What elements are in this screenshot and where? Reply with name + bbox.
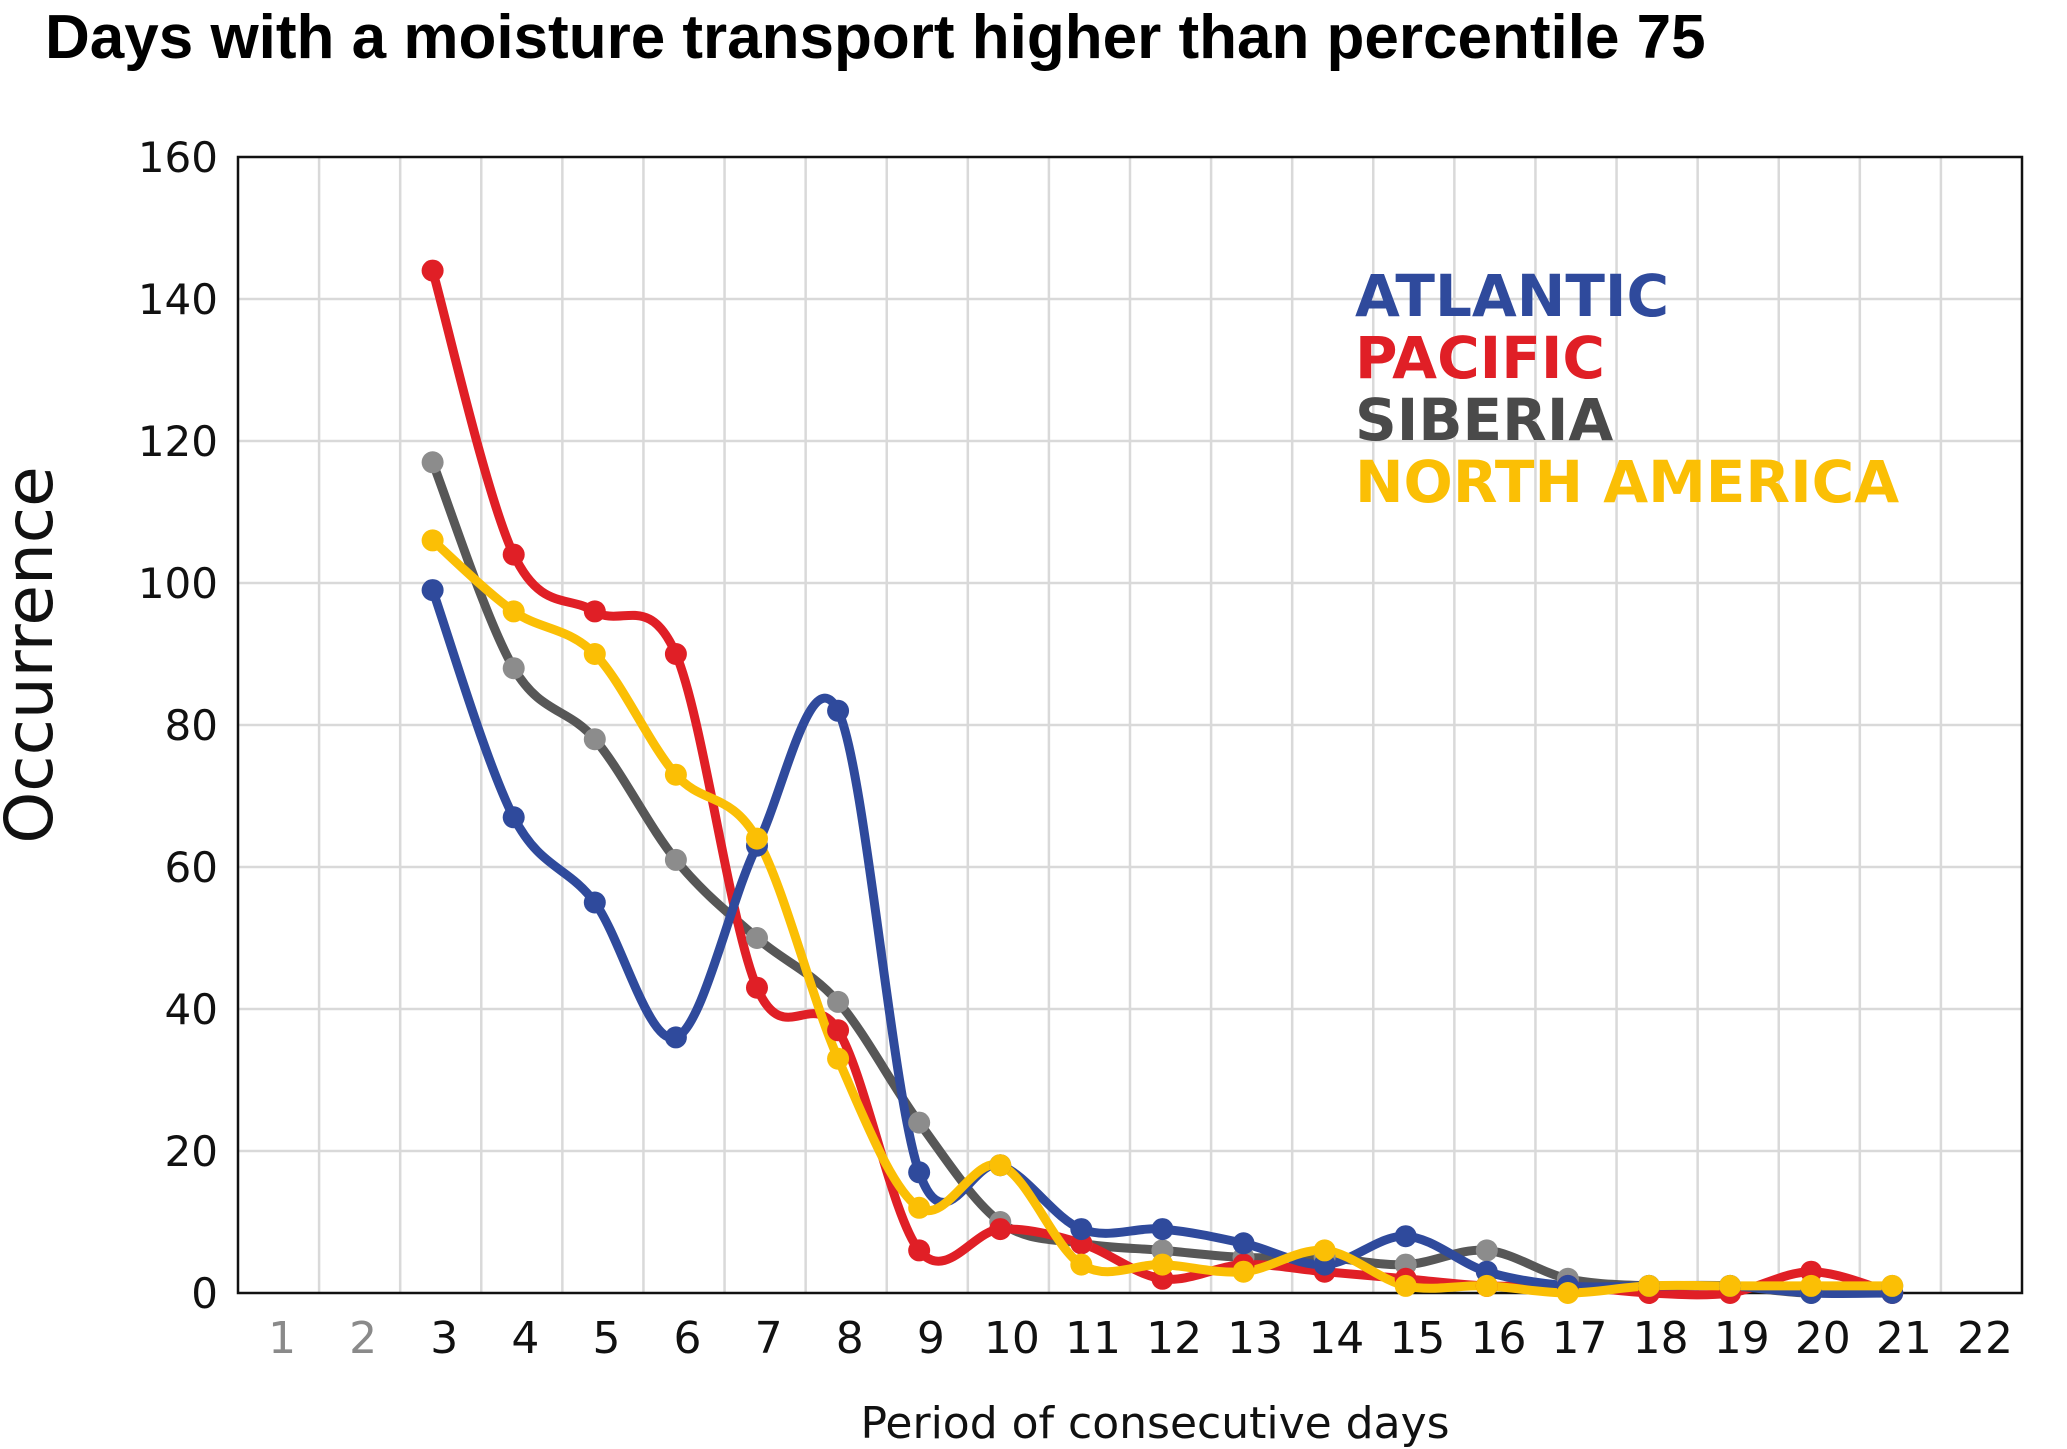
- y-tick-label: 140: [138, 275, 218, 324]
- x-tick-label: 5: [592, 1313, 620, 1364]
- y-tick-label: 20: [165, 1127, 218, 1176]
- point-north-america: [664, 763, 687, 786]
- x-tick-label: 1: [268, 1313, 296, 1364]
- point-siberia: [1475, 1239, 1498, 1262]
- point-atlantic: [664, 1026, 687, 1049]
- x-tick-label: 15: [1389, 1313, 1445, 1364]
- point-atlantic: [583, 891, 606, 914]
- point-north-america: [745, 827, 768, 850]
- point-siberia: [421, 451, 444, 474]
- point-siberia: [664, 848, 687, 871]
- x-tick-label: 4: [511, 1313, 539, 1364]
- point-pacific: [502, 543, 525, 566]
- point-atlantic: [502, 806, 525, 829]
- x-axis-ticks: 1 2 3 4 5 6 7 8 9 10 11 12 13 14 15 16 17 18 19 20 21 22: [268, 1313, 2013, 1364]
- x-tick-label: 6: [674, 1313, 702, 1364]
- y-tick-label: 0: [191, 1269, 218, 1318]
- point-atlantic: [827, 699, 850, 722]
- y-axis-ticks: 0 20 40 60 80 100 120 140 160: [138, 133, 218, 1318]
- point-siberia: [827, 990, 850, 1013]
- point-north-america: [1313, 1239, 1336, 1262]
- x-tick-label: 22: [1957, 1313, 2013, 1364]
- x-tick-label: 14: [1308, 1313, 1364, 1364]
- point-atlantic: [1232, 1232, 1255, 1255]
- x-axis-label: Period of consecutive days: [860, 1398, 1449, 1449]
- point-north-america: [908, 1196, 931, 1219]
- x-tick-label: 18: [1633, 1313, 1689, 1364]
- series: [421, 259, 1904, 1304]
- plot-frame: [236, 155, 2024, 1295]
- y-tick-label: 60: [165, 843, 218, 892]
- x-tick-label: 19: [1714, 1313, 1770, 1364]
- x-tick-label: 7: [755, 1313, 783, 1364]
- point-north-america: [1556, 1282, 1579, 1304]
- point-north-america: [989, 1154, 1012, 1177]
- point-north-america: [1070, 1253, 1093, 1276]
- y-tick-label: 40: [165, 985, 218, 1034]
- point-north-america: [1151, 1253, 1174, 1276]
- legend-item-pacific: PACIFIC: [1355, 324, 1605, 392]
- point-pacific: [745, 976, 768, 999]
- y-tick-label: 80: [165, 701, 218, 750]
- x-tick-label: 21: [1876, 1313, 1932, 1364]
- y-tick-label: 120: [138, 417, 218, 466]
- x-tick-label: 17: [1552, 1313, 1608, 1364]
- x-tick-label: 8: [836, 1313, 864, 1364]
- series-line-siberia: [428, 457, 1897, 1298]
- legend-item-north-america: NORTH AMERICA: [1355, 448, 1899, 516]
- point-north-america: [502, 600, 525, 623]
- point-north-america: [1232, 1260, 1255, 1283]
- point-north-america: [583, 643, 606, 665]
- series-line-pacific: [428, 266, 1897, 1300]
- point-north-america: [1394, 1274, 1417, 1297]
- point-siberia: [502, 657, 525, 680]
- point-north-america: [421, 529, 444, 552]
- point-pacific: [421, 259, 444, 282]
- point-atlantic: [1070, 1218, 1093, 1241]
- point-pacific: [664, 643, 687, 665]
- chart-title: Days with a moisture transport higher th…: [45, 3, 1706, 72]
- legend-item-atlantic: ATLANTIC: [1355, 262, 1669, 330]
- point-north-america: [1637, 1274, 1660, 1297]
- point-pacific: [827, 1019, 850, 1042]
- x-tick-label: 10: [984, 1313, 1040, 1364]
- point-north-america: [827, 1047, 850, 1070]
- point-atlantic: [1151, 1218, 1174, 1241]
- point-north-america: [1719, 1274, 1742, 1297]
- x-tick-label: 13: [1227, 1313, 1283, 1364]
- point-pacific: [583, 600, 606, 623]
- x-tick-label: 11: [1065, 1313, 1121, 1364]
- grid: [238, 157, 2022, 1293]
- point-atlantic: [421, 579, 444, 602]
- point-siberia: [908, 1111, 931, 1134]
- legend-item-siberia: SIBERIA: [1355, 386, 1613, 454]
- point-atlantic: [908, 1161, 931, 1184]
- x-tick-label: 12: [1146, 1313, 1202, 1364]
- point-north-america: [1475, 1274, 1498, 1297]
- x-tick-label: 16: [1470, 1313, 1526, 1364]
- y-tick-label: 100: [138, 559, 218, 608]
- series-line-north-america: [428, 535, 1897, 1298]
- series-line-atlantic: [428, 585, 1897, 1299]
- point-pacific: [989, 1218, 1012, 1241]
- x-tick-label: 3: [430, 1313, 458, 1364]
- point-siberia: [583, 728, 606, 751]
- point-north-america: [1800, 1274, 1823, 1297]
- y-axis-label: Occurrence: [0, 466, 68, 843]
- point-pacific: [908, 1239, 931, 1262]
- x-tick-label: 2: [349, 1313, 377, 1364]
- point-north-america: [1881, 1274, 1904, 1297]
- x-tick-label: 20: [1795, 1313, 1851, 1364]
- y-tick-label: 160: [138, 133, 218, 182]
- point-atlantic: [1394, 1225, 1417, 1248]
- x-tick-label: 9: [917, 1313, 945, 1364]
- point-siberia: [745, 927, 768, 949]
